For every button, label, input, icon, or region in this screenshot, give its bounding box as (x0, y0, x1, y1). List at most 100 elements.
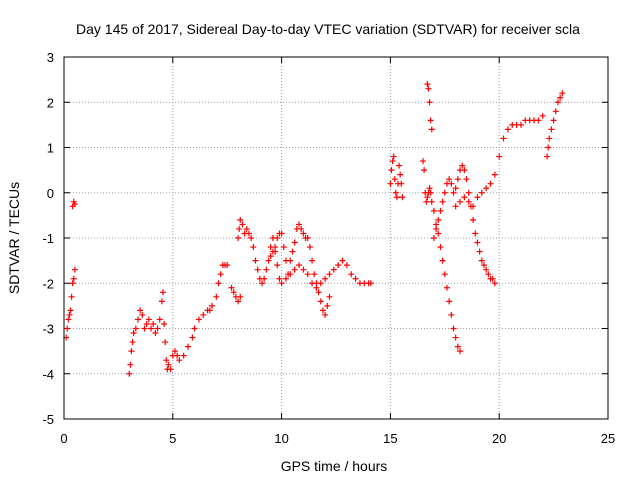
data-point (66, 311, 73, 318)
data-point (470, 216, 477, 223)
data-point (235, 298, 242, 305)
data-point (446, 298, 453, 305)
data-point (269, 248, 276, 255)
data-point (165, 361, 172, 368)
data-point (265, 257, 272, 264)
data-point (393, 194, 400, 201)
y-tick-label: -5 (42, 412, 54, 427)
data-point (278, 280, 285, 287)
data-point (128, 348, 135, 355)
data-point (296, 221, 303, 228)
data-point (291, 266, 298, 273)
data-point (557, 94, 564, 101)
data-point (439, 257, 446, 264)
data-point (544, 153, 551, 160)
data-point (71, 201, 78, 208)
y-tick-label: -4 (42, 367, 54, 382)
data-point (245, 230, 252, 237)
data-point (559, 90, 566, 97)
data-point (554, 99, 561, 106)
data-point (311, 271, 318, 278)
data-point (296, 262, 303, 269)
data-point (491, 171, 498, 178)
data-point (517, 121, 524, 128)
data-point (433, 225, 440, 232)
data-point (472, 230, 479, 237)
x-tick-label: 0 (60, 431, 67, 446)
data-point (208, 302, 215, 309)
data-point (330, 266, 337, 273)
data-point (478, 257, 485, 264)
data-point (148, 325, 155, 332)
data-point (452, 185, 459, 192)
data-point (535, 117, 542, 124)
data-point (448, 180, 455, 187)
data-point (171, 348, 178, 355)
data-point (180, 352, 187, 359)
data-point (324, 302, 331, 309)
data-point (176, 357, 183, 364)
data-point (446, 176, 453, 183)
series-seg-10 (428, 198, 464, 355)
data-point (298, 225, 305, 232)
data-point (424, 194, 431, 201)
data-points (63, 81, 566, 377)
data-point (435, 216, 442, 223)
data-point (439, 198, 446, 205)
data-point (239, 221, 246, 228)
data-point (461, 194, 468, 201)
series-seg-2 (69, 198, 78, 210)
data-point (483, 266, 490, 273)
data-point (398, 180, 405, 187)
plot-frame (63, 56, 609, 420)
data-point (285, 271, 292, 278)
data-point (485, 271, 492, 278)
y-tick-label: -2 (42, 276, 54, 291)
data-point (248, 235, 255, 241)
data-point (424, 81, 431, 88)
data-point (141, 325, 148, 332)
series-seg-11 (430, 162, 498, 287)
data-point (552, 108, 559, 115)
data-point (399, 194, 406, 201)
data-point (550, 117, 557, 124)
data-point (309, 257, 316, 264)
data-point (152, 330, 159, 337)
data-point (459, 162, 466, 169)
y-tick-label: -1 (42, 231, 54, 246)
data-point (326, 271, 333, 278)
x-tick-label: 10 (274, 431, 288, 446)
data-point (134, 316, 141, 323)
data-point (68, 293, 75, 300)
data-point (274, 235, 281, 241)
data-point (145, 316, 152, 323)
data-point (304, 271, 311, 278)
data-point (397, 171, 404, 178)
data-point (428, 126, 435, 133)
x-axis-label: GPS time / hours (281, 458, 388, 474)
data-point (280, 244, 287, 251)
data-point (185, 343, 192, 350)
data-point (191, 325, 198, 332)
data-point (450, 189, 457, 196)
data-point (348, 271, 355, 278)
data-point (470, 203, 477, 210)
data-point (261, 275, 268, 282)
data-point (476, 248, 483, 255)
data-point (200, 311, 207, 318)
data-point (396, 162, 403, 169)
data-point (317, 298, 324, 305)
data-point (154, 325, 161, 332)
data-point (259, 280, 266, 287)
data-point (343, 262, 350, 269)
data-point (339, 257, 346, 264)
data-point (454, 176, 461, 183)
data-point (454, 343, 461, 350)
data-point (352, 275, 359, 282)
data-point (278, 230, 285, 237)
data-point (300, 266, 307, 273)
data-point (127, 361, 134, 368)
data-point (448, 311, 455, 318)
axis-ticks: 0 5 10 15 20 25 -5 -4 -3 -2 -1 0 1 2 3 (42, 50, 615, 446)
